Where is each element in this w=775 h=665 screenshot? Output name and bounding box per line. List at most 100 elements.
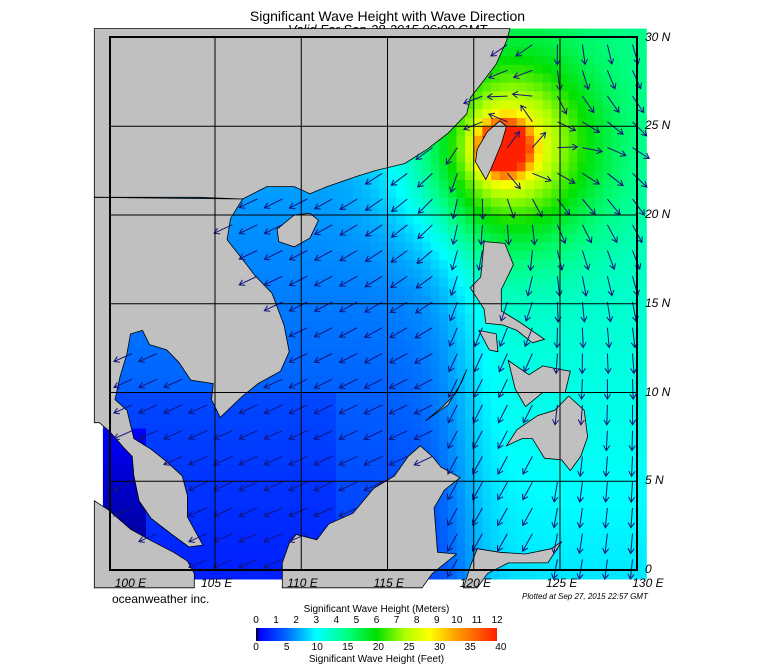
wave-direction-arrow [263,430,283,441]
wave-direction-arrow [364,250,383,262]
wave-direction-arrow [606,70,617,90]
wave-direction-arrow [507,172,521,190]
credit-text: oceanweather inc. [112,592,210,606]
wave-direction-arrow [389,327,408,339]
wave-direction-arrow [363,353,383,364]
wave-direction-arrow [313,327,333,338]
wave-direction-arrow [556,224,567,245]
wave-direction-arrow [263,481,283,492]
wave-direction-arrow [447,430,458,450]
wave-direction-arrow [313,198,333,210]
colorbar-tick-meters: 2 [293,615,299,626]
colorbar-tick-feet: 15 [342,642,354,653]
colorbar-tick-feet: 40 [495,642,507,653]
wave-direction-arrow [582,198,596,216]
wave-direction-arrow [490,44,508,57]
wave-direction-arrow [552,404,560,426]
wave-direction-arrow [628,430,636,452]
wave-direction-arrow [472,456,483,475]
wave-direction-arrow [213,507,233,518]
wave-direction-arrow [238,455,258,466]
wave-direction-arrow [497,481,508,501]
lat-label: 5 N [645,473,664,488]
wave-direction-arrow [576,533,584,555]
wave-direction-arrow [390,172,408,186]
wave-direction-arrow [628,456,636,478]
wave-direction-arrow [363,430,383,441]
colorbar-tick-meters: 1 [273,615,279,626]
wave-direction-arrow [477,224,485,246]
wave-direction-arrow [313,275,333,287]
colorbar-tick-feet: 35 [464,642,476,653]
colorbar-tick-meters: 4 [333,615,340,626]
wave-direction-arrow [522,507,533,527]
wave-direction-arrow [497,507,508,527]
lat-label: 15 N [645,295,671,310]
wave-direction-arrow [188,430,208,440]
wave-direction-arrow [499,301,508,322]
wave-direction-arrow [449,173,458,194]
wave-direction-arrow [522,481,533,501]
wave-direction-arrow [607,147,627,157]
wave-direction-arrow [288,327,308,338]
wave-direction-arrow [462,95,483,105]
wave-direction-arrow [581,224,593,244]
wave-direction-arrow [263,533,283,543]
land-palawan [425,369,468,422]
wave-direction-arrow [338,481,358,492]
wave-direction-arrow [364,224,383,237]
wave-direction-arrow [578,379,586,401]
wave-direction-arrow [553,327,561,349]
wave-direction-arrow [630,353,638,375]
lat-label: 30 N [645,29,671,44]
wave-direction-arrow [338,378,358,389]
wave-direction-arrow [602,507,610,529]
wave-direction-arrow [447,404,458,424]
wave-direction-arrow [520,104,533,123]
wave-direction-arrow [263,250,283,261]
wave-direction-arrow [472,507,483,527]
colorbar-tick-meters: 0 [253,615,259,626]
wave-direction-arrow [557,143,579,151]
colorbar-tick-meters: 7 [393,615,400,626]
lat-label: 20 N [645,207,671,221]
wave-direction-arrow [338,327,358,338]
wave-direction-arrow [113,378,133,389]
wave-direction-arrow [581,276,589,297]
wave-direction-arrow [512,69,533,79]
wave-direction-arrow [238,275,258,286]
wave-direction-arrow [497,404,508,424]
wave-direction-arrow [238,198,258,209]
wave-direction-arrow [632,172,648,188]
wave-direction-arrow [447,378,458,399]
wave-direction-arrow [338,353,358,364]
lon-label: 115 E [373,576,404,590]
wave-direction-arrow [188,481,208,492]
wave-direction-arrow [603,430,611,452]
colorbar-tick-meters: 9 [433,615,440,626]
wave-direction-arrow [363,327,383,338]
colorbar-tick-meters: 10 [451,615,463,626]
wave-direction-arrow [607,121,624,135]
wave-direction-arrow [188,558,208,569]
wave-direction-arrow [113,430,133,440]
wave-direction-arrow [338,404,358,415]
lat-lon-grid [110,37,637,570]
wave-direction-arrow [188,404,208,415]
wave-direction-arrow [450,250,458,271]
wave-direction-arrow [288,275,308,287]
wave-direction-arrow [363,455,383,466]
wave-direction-arrow [238,533,258,543]
wave-direction-arrow [629,404,637,426]
wave-direction-arrow [363,378,383,390]
wave-direction-arrow [472,481,483,501]
wave-direction-arrow [238,224,258,235]
wave-direction-arrow [238,430,258,441]
wave-direction-arrow [498,327,508,348]
wave-direction-arrow [188,507,208,518]
wave-direction-arrow [364,172,383,185]
wave-direction-arrow [339,198,358,210]
wave-direction-arrow [487,112,508,123]
wave-direction-arrow [388,455,408,466]
wave-direction-arrow [288,378,308,389]
